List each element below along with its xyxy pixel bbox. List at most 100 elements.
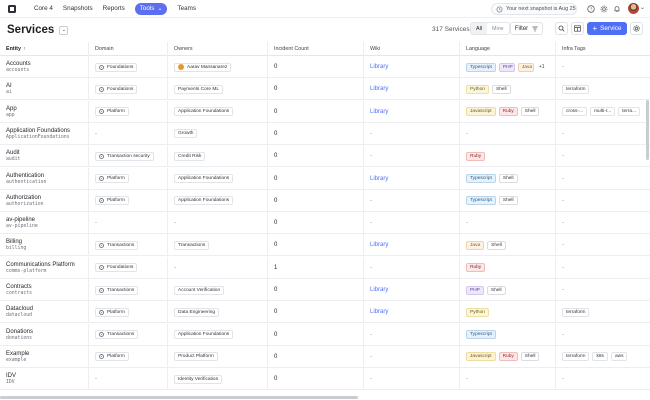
entity-name[interactable]: Authorization [6,194,42,201]
table-row[interactable]: Application Foundations ApplicationFounda… [0,122,650,145]
column-owners[interactable]: Owners [168,42,268,56]
table-row[interactable]: App app Platform Application Foundations 0 Li… [0,100,650,123]
horizontal-scrollbar[interactable] [0,396,358,399]
nav-tools[interactable]: Tools ⌄ [134,2,168,15]
wiki-link[interactable]: Library [370,108,389,115]
filter-button[interactable]: Filter [510,22,543,35]
wiki-link[interactable]: Library [370,175,389,182]
table-row[interactable]: av-pipeline av-pipeline - -0- - - [0,212,650,235]
wiki-link[interactable]: Library [370,86,389,93]
owner-chip[interactable]: Application Foundations [174,196,234,206]
table-row[interactable]: Datacloud datacloud Platform Data Engineeri… [0,301,650,324]
owner-chip[interactable]: Application Foundations [174,107,234,117]
entity-name[interactable]: Datacloud [6,306,34,313]
column-domain[interactable]: Domain [89,42,168,56]
domain-chip[interactable]: Transactions [95,240,139,250]
entity-name[interactable]: Contracts [6,284,32,290]
domain-chip[interactable]: Platform [95,196,129,206]
columns-button[interactable] [571,22,584,35]
owner-chip[interactable]: Data Engineering [174,307,220,317]
table-row[interactable]: Billing billing Transactions Transactions 0 L… [0,234,650,257]
domain-chip[interactable]: Foundations [95,84,138,94]
entity-name[interactable]: App [6,105,17,112]
wiki-link[interactable]: Library [370,64,389,70]
nav-teams[interactable]: Teams [177,3,196,15]
wiki-link[interactable]: Library [370,287,389,293]
domain-chip[interactable]: Transaction security [95,151,154,161]
gear-icon[interactable] [599,4,609,14]
entity-cell: Billing billing [0,234,89,257]
domain-chip[interactable]: Transactions [95,330,139,340]
user-avatar[interactable] [628,3,639,14]
domain-chip[interactable]: Platform [95,107,129,117]
empty-value: - [562,197,564,204]
entity-name[interactable]: Communications Platform [6,261,75,268]
bell-icon[interactable] [612,4,622,14]
language-more-count[interactable]: +1 [538,64,545,70]
owner-chip[interactable]: Aarav Mansanarez [174,62,232,72]
table-row[interactable]: AI ai Foundations Payments Core ML 0 Library P… [0,78,650,101]
domain-chip[interactable]: Foundations [95,62,138,72]
entity-name[interactable]: Example [6,350,30,357]
column-language[interactable]: Language [460,42,556,56]
owner-chip[interactable]: Application Foundations [174,174,234,183]
empty-value: - [562,153,564,160]
title-dropdown-chevron-icon[interactable]: ⌄ [59,25,69,35]
domain-chip[interactable]: Transactions [95,285,139,295]
wiki-link[interactable]: Library [370,309,389,316]
entity-name[interactable]: AI [6,83,12,90]
wiki-link[interactable]: Library [370,242,389,249]
table-row[interactable]: Communications Platform comms-platform Fou… [0,256,650,279]
owner-chip[interactable]: Application Foundations [174,330,234,340]
sort-asc-icon[interactable]: ↑ [22,46,26,52]
owner-chip[interactable]: Credit Risk [174,151,206,161]
nav-snapshots[interactable]: Snapshots [63,3,93,15]
table-row[interactable]: Donations donations Transactions Applicatio… [0,323,650,346]
table-row[interactable]: Accounts accounts Foundations Aarav Mansana… [0,56,650,78]
table-row[interactable]: Example example Platform Product Platform 0 -… [0,345,650,368]
settings-button[interactable] [630,22,643,35]
entity-name[interactable]: IDV [6,373,17,380]
domain-label: Transactions [107,287,135,293]
owner-chip[interactable]: Payments Core ML [174,84,224,94]
table-row[interactable]: Contracts contracts Transactions Account Ve… [0,279,650,301]
help-icon[interactable]: ? [586,4,596,14]
search-button[interactable] [555,22,568,35]
entity-name[interactable]: av-pipeline [6,217,36,224]
snapshot-notice[interactable]: Your next snapshot is Aug 25 [491,3,577,15]
app-logo[interactable] [6,3,18,15]
domain-chip[interactable]: Platform [95,352,129,362]
column-infra-tags[interactable]: Infra Tags [556,42,650,56]
entity-name[interactable]: Donations [6,328,34,335]
owner-chip[interactable]: Growth [174,129,198,139]
language-cell: Java Shell [460,234,556,257]
toggle-mine[interactable]: Mine [492,25,504,32]
new-service-button[interactable]: + Service [587,22,627,35]
domain-chip[interactable]: Foundations [95,263,138,273]
table-row[interactable]: Audit audit Transaction security Credit Ris… [0,145,650,168]
chevron-down-icon[interactable]: ⌄ [640,5,646,11]
table-row[interactable]: Authorization authorization Platform Applic… [0,189,650,212]
language-badge: Javascript [466,352,496,362]
domain-chip[interactable]: Platform [95,174,129,183]
entity-name[interactable]: Audit [6,150,20,157]
vertical-scrollbar[interactable] [646,100,649,160]
entity-name[interactable]: Application Foundations [6,127,71,134]
column-entity[interactable]: Entity ↑ [0,42,89,56]
entity-name[interactable]: Authentication [6,172,45,179]
owner-chip[interactable]: Product Platform [174,352,218,362]
owner-chip[interactable]: Account Verification [174,285,225,295]
column-incident-count[interactable]: Incident Count [268,42,364,56]
domain-chip[interactable]: Platform [95,307,129,317]
table-row[interactable]: IDV IDV - Identity Verification 0- - - [0,368,650,391]
table-row[interactable]: Authentication authentication Platform Appl… [0,167,650,190]
owner-chip[interactable]: Transactions [174,240,210,250]
entity-name[interactable]: Accounts [6,61,31,67]
nav-reports[interactable]: Reports [103,3,125,15]
new-service-label: Service [600,25,622,32]
toggle-all[interactable]: All [471,23,487,34]
nav-core4[interactable]: Core 4 [34,3,53,15]
column-wiki[interactable]: Wiki [364,42,460,56]
owner-chip[interactable]: Identity Verification [174,374,223,384]
entity-name[interactable]: Billing [6,239,23,246]
